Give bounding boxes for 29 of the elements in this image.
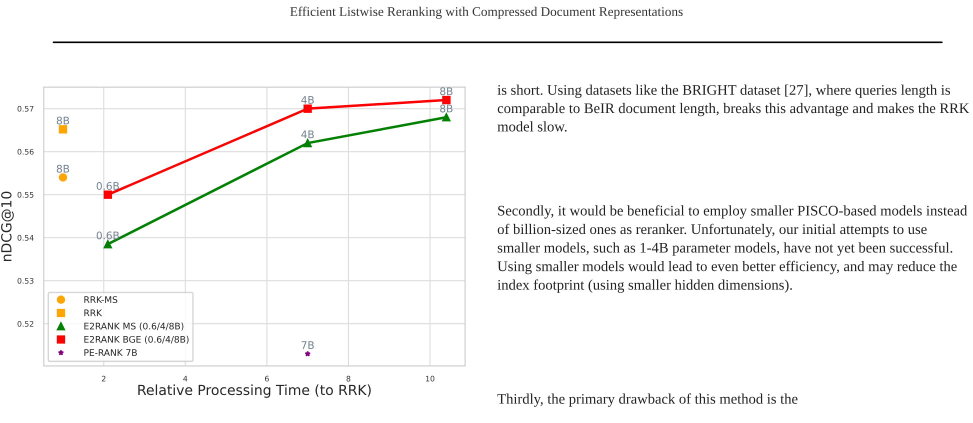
legend-label: E2RANK MS (0.6/4/8B) <box>84 322 184 331</box>
x-axis-title: Relative Processing Time (to RRK) <box>138 384 371 398</box>
annotation: 8B <box>56 164 70 173</box>
point <box>58 173 68 182</box>
point <box>442 96 450 104</box>
chart-title: Efficient Listwise Reranking with Compressed Document Representations <box>290 6 683 19</box>
legend-label: E2RANK BGE (0.6/4/8B) <box>84 336 189 344</box>
annotation: 8B <box>440 104 452 112</box>
annotation: 8B <box>440 87 452 96</box>
point <box>104 240 112 248</box>
point <box>303 104 312 113</box>
point <box>58 125 68 134</box>
point <box>303 138 312 148</box>
legend-label: PE-RANK 7B <box>84 349 137 356</box>
point <box>442 113 450 122</box>
text: Thirdly, the primary drawback of this method is the <box>497 393 798 407</box>
annotation: 8B <box>56 116 70 124</box>
annotation: 0.6B <box>96 182 119 190</box>
annotation: 4B <box>301 96 314 104</box>
legend-label: RRK-MS <box>84 296 118 304</box>
text: is short. Using datasets like the BRIGHT dataset [27], where queries length is comparable to BeIR document length, breaks this advantage and makes the RRK model slow. <box>498 84 970 132</box>
text: Secondly, it would be beneficial to employ smaller PISCO-based models instead of billion-sized ones as reranker. Unfortunately, our initial attempts to use smaller models, such as 1-4B parameter models, have not yet been successful. Using smaller models would lead to even better efficiency, and may reduce the index footprint (using smaller hidden dimensions). <box>498 205 968 293</box>
point <box>104 190 112 199</box>
annotation: 0.6B <box>96 231 119 240</box>
y-axis-title: nDCG@10 <box>1 192 14 262</box>
legend-label: RRK <box>84 310 102 316</box>
annotation: 4B <box>301 130 314 138</box>
point <box>304 350 311 357</box>
annotation: 7B <box>302 341 314 349</box>
